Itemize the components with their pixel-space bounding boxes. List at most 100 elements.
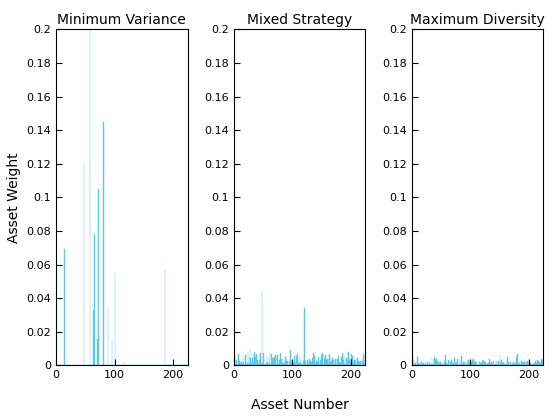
Bar	[253, 362, 254, 365]
Bar	[448, 360, 449, 365]
Bar	[314, 357, 315, 365]
Bar	[332, 362, 333, 365]
Title: Minimum Variance: Minimum Variance	[58, 13, 186, 27]
Bar	[500, 362, 501, 365]
Bar	[336, 359, 337, 365]
Bar	[452, 363, 453, 365]
Bar	[329, 355, 330, 365]
Bar	[293, 363, 294, 365]
Bar	[521, 361, 522, 365]
Bar	[424, 362, 425, 365]
Bar	[492, 364, 493, 365]
Bar	[328, 362, 329, 365]
Bar	[234, 354, 235, 365]
Bar	[357, 363, 358, 365]
Bar	[526, 363, 527, 365]
Bar	[247, 363, 248, 365]
Bar	[469, 364, 470, 365]
Bar	[487, 363, 488, 365]
Bar	[295, 362, 296, 365]
Bar	[313, 353, 314, 365]
Bar	[238, 354, 239, 365]
Bar	[301, 364, 302, 365]
Title: Mixed Strategy: Mixed Strategy	[247, 13, 352, 27]
Bar	[269, 363, 270, 365]
Bar	[482, 361, 483, 365]
Bar	[503, 362, 505, 365]
Bar	[94, 234, 95, 365]
Bar	[354, 363, 355, 365]
Bar	[472, 360, 473, 365]
Bar	[440, 361, 441, 365]
Bar	[273, 358, 274, 365]
Bar	[275, 355, 276, 365]
Bar	[450, 362, 451, 365]
Bar	[277, 355, 278, 365]
Bar	[343, 360, 344, 365]
Bar	[495, 364, 496, 365]
Bar	[418, 363, 419, 365]
Bar	[453, 364, 454, 365]
Bar	[299, 363, 300, 365]
Bar	[241, 362, 242, 365]
Bar	[304, 308, 305, 365]
Bar	[474, 362, 475, 365]
Bar	[355, 360, 356, 365]
Bar	[527, 361, 528, 365]
Bar	[318, 357, 319, 365]
Bar	[473, 360, 474, 365]
Bar	[290, 350, 291, 365]
Bar	[326, 357, 327, 365]
Bar	[522, 362, 523, 365]
Bar	[535, 360, 536, 365]
Bar	[461, 362, 462, 365]
Bar	[252, 358, 253, 365]
Bar	[255, 357, 256, 365]
Bar	[340, 363, 341, 365]
Bar	[334, 364, 335, 365]
Bar	[349, 361, 350, 365]
Bar	[542, 360, 543, 365]
Bar	[287, 361, 288, 365]
Bar	[540, 363, 541, 365]
Bar	[517, 354, 518, 365]
Bar	[339, 362, 340, 365]
Bar	[530, 363, 531, 365]
Bar	[274, 357, 275, 365]
Bar	[281, 361, 282, 365]
Bar	[432, 364, 433, 365]
Bar	[272, 360, 273, 365]
Bar	[243, 356, 244, 365]
Bar	[515, 362, 516, 365]
Bar	[327, 359, 328, 365]
Bar	[488, 363, 489, 365]
Bar	[330, 358, 331, 365]
Bar	[353, 363, 354, 365]
Bar	[493, 360, 494, 365]
Bar	[250, 358, 251, 365]
Bar	[524, 362, 525, 365]
Bar	[412, 358, 413, 365]
Title: Maximum Diversity: Maximum Diversity	[410, 13, 545, 27]
Bar	[294, 363, 295, 365]
Bar	[236, 360, 237, 365]
Bar	[359, 363, 360, 365]
Bar	[485, 362, 486, 365]
Bar	[286, 361, 287, 365]
Bar	[429, 362, 430, 365]
Bar	[437, 361, 438, 365]
Bar	[324, 358, 325, 365]
Bar	[352, 356, 353, 365]
Bar	[305, 361, 306, 365]
Bar	[108, 308, 109, 365]
Bar	[356, 364, 357, 365]
Bar	[365, 358, 366, 365]
Bar	[333, 360, 334, 365]
Bar	[516, 364, 517, 365]
Bar	[278, 363, 279, 365]
Bar	[308, 362, 309, 365]
Bar	[537, 360, 538, 365]
Bar	[541, 359, 542, 365]
Bar	[310, 361, 311, 365]
Bar	[456, 363, 457, 365]
